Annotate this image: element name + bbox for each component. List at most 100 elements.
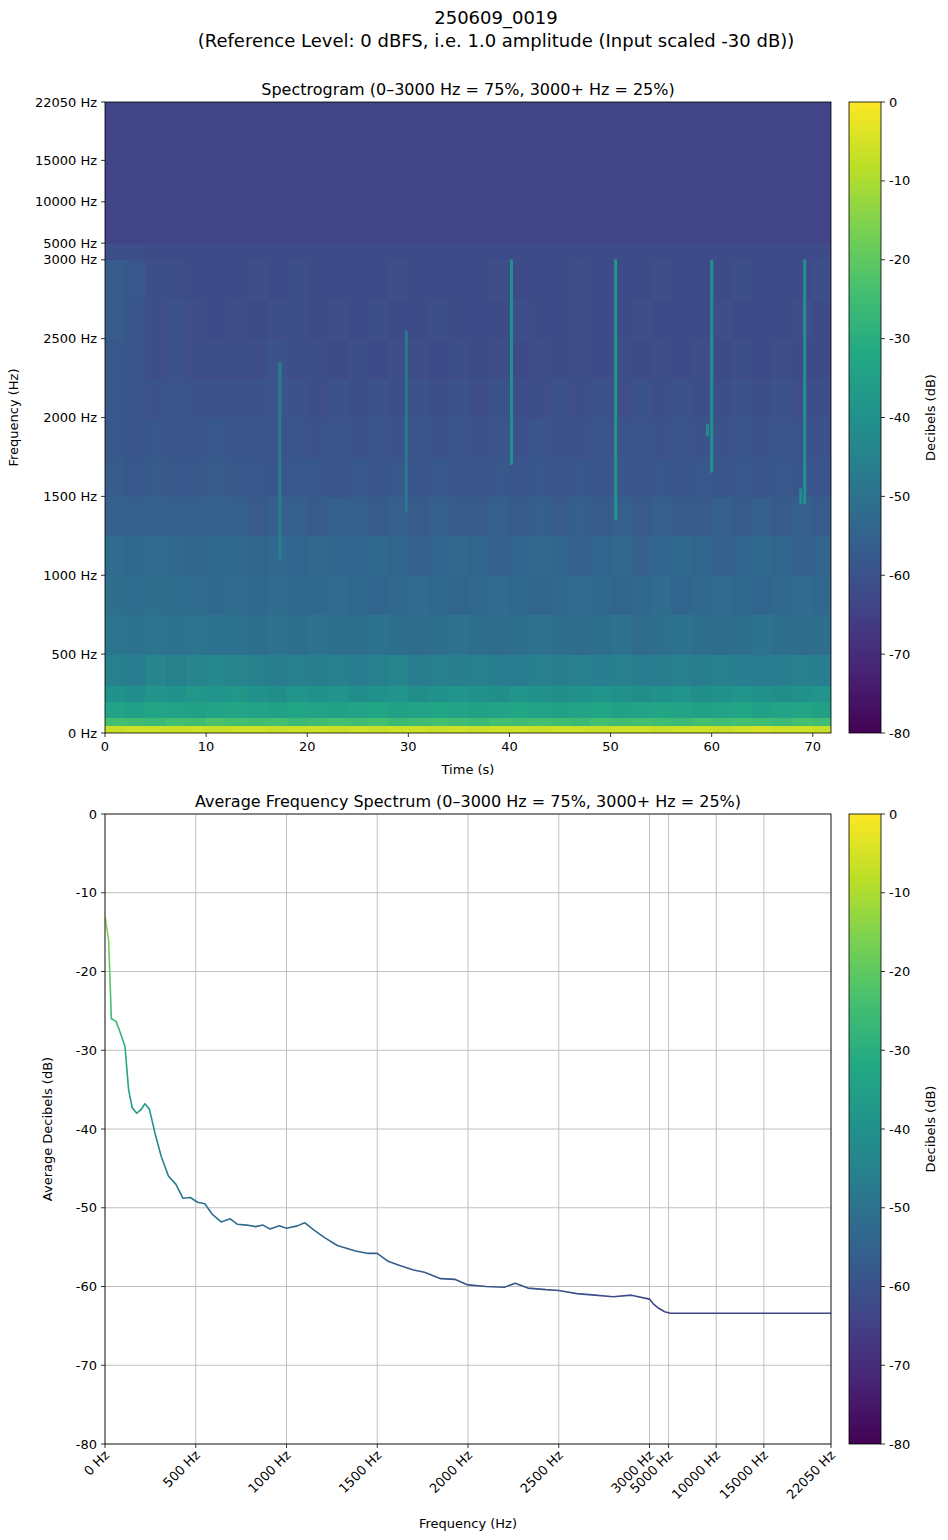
heatmap-cell [732,536,753,576]
heatmap-cell [793,378,814,418]
heatmap-cell [489,378,510,418]
grid-line-y [105,1207,831,1208]
y-tick [101,892,105,893]
heatmap-cell [125,725,146,733]
heatmap-cell [732,686,753,702]
heatmap-cell [267,299,288,339]
heatmap-cell [408,496,429,536]
heatmap-cell [712,243,733,260]
x-tick-label: 2500 Hz [517,1447,566,1496]
heatmap-cell [691,496,712,536]
heatmap-cell [105,654,126,686]
x-tick-label: 10 [198,739,215,754]
heatmap-cell [530,496,551,536]
x-tick-label: 500 Hz [160,1447,203,1490]
heatmap-cell [732,339,753,379]
heatmap-cell [651,701,672,717]
heatmap-cell [813,575,831,615]
y-tick [101,654,105,655]
heatmap-cell [307,686,328,702]
heatmap-cell [651,243,672,260]
heatmap-cell [327,717,348,725]
heatmap-cell [530,299,551,339]
heatmap-cell [449,457,470,497]
heatmap-cell [145,701,166,717]
heatmap-cell [530,243,551,260]
heatmap-cell [145,243,166,260]
heatmap-cell [226,243,247,260]
heatmap-cell [772,299,793,339]
heatmap-cell [226,575,247,615]
heatmap-cell [793,654,814,686]
heatmap-cell [772,536,793,576]
heatmap-cell [469,339,490,379]
colorbar-tick-label: -10 [889,173,910,188]
y-axis-label: Frequency (Hz) [6,368,21,466]
heatmap-cell [550,615,571,655]
heatmap-cell [772,243,793,260]
x-tick-label: 1000 Hz [245,1447,294,1496]
heatmap-cell [469,496,490,536]
x-tick [105,733,106,737]
heatmap-cell [772,339,793,379]
heatmap-cell [388,725,409,733]
colorbar-tick-label: -50 [889,489,910,504]
heatmap-cell [772,725,793,733]
heatmap-cell [307,260,328,300]
y-tick-label: 15000 Hz [35,153,97,168]
heatmap-cell [247,536,268,576]
heatmap-cell [206,701,227,717]
heatmap-cell [368,260,389,300]
heatmap-cell [671,378,692,418]
heatmap-cell [145,654,166,686]
heatmap-cell [206,418,227,458]
heatmap-cell [348,243,369,260]
heatmap-cell [226,725,247,733]
x-tick-label: 10000 Hz [669,1447,724,1502]
y-tick [101,201,105,202]
heatmap-cell [550,717,571,725]
heatmap-cell [145,299,166,339]
colorbar-tick-label: -50 [889,1200,910,1215]
heatmap-cell [287,299,308,339]
heatmap-cell [732,102,753,244]
heatmap-cell [732,615,753,655]
heatmap-cell [550,418,571,458]
x-tick-label: 20 [299,739,316,754]
heatmap-cell [631,725,652,733]
heatmap-cell [590,418,611,458]
heatmap-cell [429,243,450,260]
heatmap-cell [388,717,409,725]
heatmap-cell [752,725,773,733]
heatmap-cell [671,575,692,615]
heatmap-cell [530,102,551,244]
x-tick [408,733,409,737]
heatmap-cell [530,725,551,733]
heatmap-cell [267,496,288,536]
colorbar-tick [881,259,885,260]
heatmap-cell [671,496,692,536]
grid-line-y [105,1365,831,1366]
heatmap-cell [651,686,672,702]
heatmap-cell [206,378,227,418]
spectrum-line [105,916,831,1313]
heatmap-cell [752,339,773,379]
heatmap-cell [793,102,814,244]
heatmap-cell [247,339,268,379]
x-tick [812,733,813,737]
x-tick [307,733,308,737]
heatmap-cell [145,496,166,536]
heatmap-cell [429,725,450,733]
heatmap-cell [732,496,753,536]
heatmap-cell [388,654,409,686]
colorbar-tick [881,814,885,815]
heatmap-cell [348,536,369,576]
heatmap-cell [793,418,814,458]
colorbar-tick-label: 0 [889,807,897,822]
heatmap-cell [611,717,632,725]
heatmap-cell [611,615,632,655]
heatmap-cell [327,686,348,702]
heatmap-cell [125,717,146,725]
heatmap-cell [712,686,733,702]
x-axis-label: Frequency (Hz) [419,1516,517,1531]
